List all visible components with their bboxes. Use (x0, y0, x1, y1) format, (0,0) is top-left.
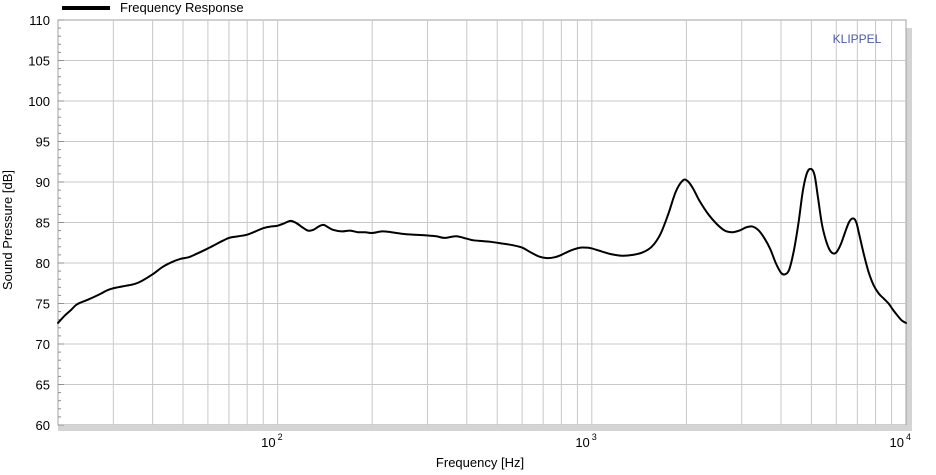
y-tick-label: 85 (36, 216, 50, 231)
y-tick-label: 110 (29, 13, 50, 28)
y-tick-label: 60 (36, 418, 50, 433)
x-tick-label: 10 4 (890, 432, 911, 450)
x-tick-exponent: 3 (592, 432, 597, 442)
x-tick-base: 10 (890, 435, 904, 450)
y-tick-label: 65 (36, 378, 50, 393)
y-tick-label: 105 (28, 54, 50, 69)
series-layer (57, 167, 907, 324)
y-tick-labels: 60 65 70 75 80 85 90 95 100 105 110 (28, 13, 50, 433)
x-tick-base: 10 (575, 435, 589, 450)
y-minor-ticks (58, 19, 64, 426)
y-tick-label: 95 (36, 135, 50, 150)
y-tick-label: 100 (28, 94, 50, 109)
x-tick-exponent: 4 (906, 432, 911, 442)
grid-lines (58, 20, 906, 425)
y-tick-label: 90 (36, 175, 50, 190)
legend: Frequency Response (62, 0, 244, 15)
y-tick-label: 80 (36, 256, 50, 271)
x-tick-label: 10 3 (575, 432, 596, 450)
x-tick-exponent: 2 (278, 432, 283, 442)
x-tick-label: 10 2 (261, 432, 282, 450)
klippel-watermark: KLIPPEL (833, 32, 882, 46)
x-tick-base: 10 (261, 435, 275, 450)
plot-frame-shadow (906, 28, 912, 431)
plot-frame-bottom (58, 425, 912, 431)
series-line-0 (57, 167, 907, 324)
y-tick-label: 75 (36, 297, 50, 312)
legend-label: Frequency Response (120, 0, 244, 15)
y-axis-title: Sound Pressure [dB] (0, 170, 15, 290)
x-axis-title: Frequency [Hz] (436, 455, 524, 470)
x-tick-labels: 10 2 10 3 10 4 (261, 432, 911, 450)
y-tick-label: 70 (36, 337, 50, 352)
